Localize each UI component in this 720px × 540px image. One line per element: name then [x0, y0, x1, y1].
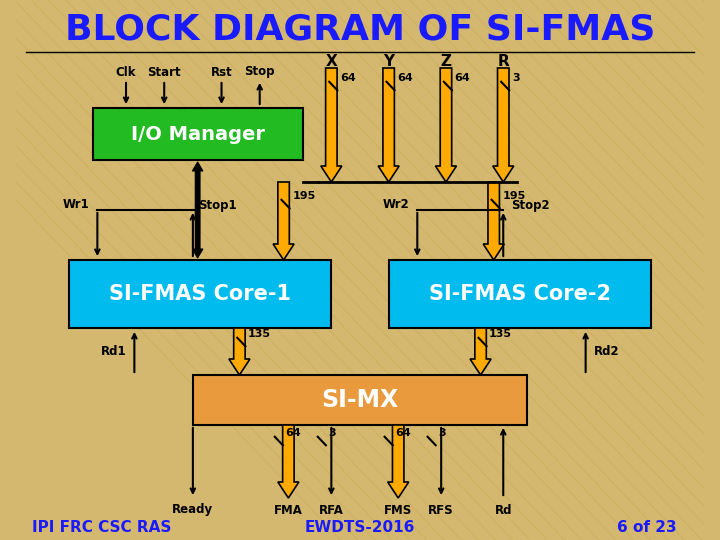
Text: 64: 64 — [397, 73, 413, 83]
Text: Stop: Stop — [245, 65, 275, 78]
Text: IPI FRC CSC RAS: IPI FRC CSC RAS — [32, 521, 172, 536]
Polygon shape — [192, 162, 203, 258]
Bar — [389, 260, 652, 328]
Polygon shape — [436, 68, 456, 182]
Text: SI-FMAS Core-2: SI-FMAS Core-2 — [429, 284, 611, 304]
Polygon shape — [278, 425, 299, 498]
Text: 3: 3 — [438, 428, 446, 438]
Text: Rst: Rst — [211, 65, 233, 78]
Text: X: X — [325, 55, 337, 70]
Text: Stop1: Stop1 — [199, 199, 237, 212]
Text: 3: 3 — [512, 73, 519, 83]
Polygon shape — [321, 68, 342, 182]
Text: 64: 64 — [340, 73, 356, 83]
Text: FMA: FMA — [274, 503, 303, 516]
Text: I/O Manager: I/O Manager — [130, 125, 265, 144]
Text: Stop2: Stop2 — [510, 199, 549, 212]
Bar — [68, 260, 331, 328]
Text: 64: 64 — [454, 73, 470, 83]
Text: SI-FMAS Core-1: SI-FMAS Core-1 — [109, 284, 291, 304]
Polygon shape — [273, 182, 294, 260]
Text: R: R — [498, 55, 509, 70]
Bar — [193, 375, 527, 425]
Text: 135: 135 — [248, 329, 271, 339]
Polygon shape — [492, 68, 514, 182]
Text: Rd2: Rd2 — [594, 345, 619, 358]
Polygon shape — [229, 328, 250, 375]
Text: 195: 195 — [503, 191, 526, 201]
Text: 6 of 23: 6 of 23 — [617, 521, 676, 536]
Text: Rd1: Rd1 — [101, 345, 126, 358]
Text: 3: 3 — [328, 428, 336, 438]
Text: Y: Y — [383, 55, 395, 70]
Text: Rd: Rd — [495, 503, 512, 516]
Text: Wr2: Wr2 — [383, 199, 410, 212]
Bar — [93, 108, 302, 160]
Text: Clk: Clk — [116, 65, 136, 78]
Text: 64: 64 — [395, 428, 411, 438]
Polygon shape — [378, 68, 399, 182]
Text: RFA: RFA — [319, 503, 343, 516]
Text: Wr1: Wr1 — [63, 199, 90, 212]
Text: 64: 64 — [286, 428, 301, 438]
Text: RFS: RFS — [428, 503, 454, 516]
Text: BLOCK DIAGRAM OF SI-FMAS: BLOCK DIAGRAM OF SI-FMAS — [65, 13, 655, 47]
Polygon shape — [387, 425, 409, 498]
Text: 135: 135 — [489, 329, 512, 339]
Polygon shape — [470, 328, 491, 375]
Text: Ready: Ready — [172, 503, 213, 516]
Polygon shape — [483, 182, 504, 260]
Text: 195: 195 — [292, 191, 315, 201]
Text: EWDTS-2016: EWDTS-2016 — [305, 521, 415, 536]
Text: Start: Start — [148, 65, 181, 78]
Text: Z: Z — [441, 55, 451, 70]
Text: FMS: FMS — [384, 503, 413, 516]
Text: SI-MX: SI-MX — [321, 388, 399, 412]
